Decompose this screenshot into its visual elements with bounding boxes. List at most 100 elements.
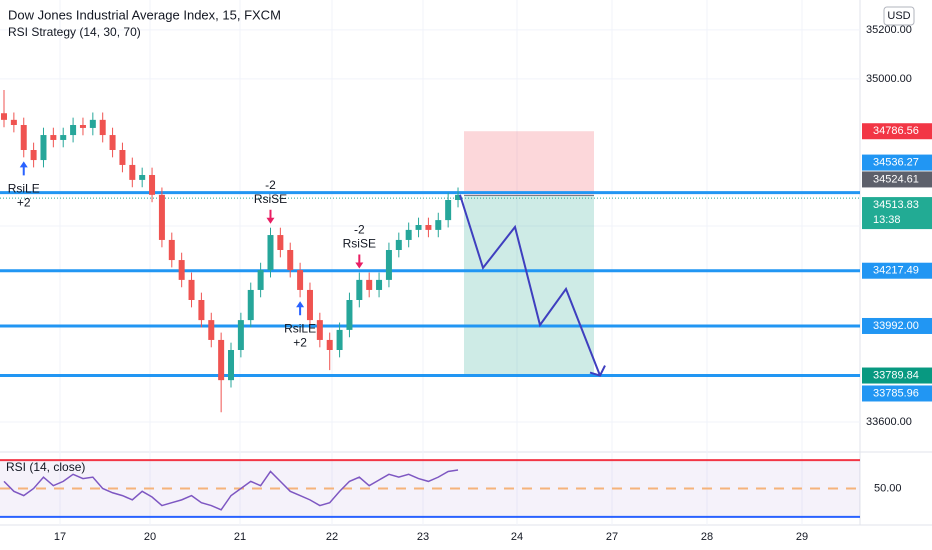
candle-body	[168, 239, 175, 261]
projection-line	[459, 194, 601, 376]
price-tag	[862, 154, 932, 171]
short-arrow	[266, 209, 275, 224]
candle-body	[198, 300, 205, 321]
candle-body	[60, 135, 67, 140]
candle-body	[336, 329, 343, 350]
candle-body	[89, 119, 96, 128]
candle-body	[287, 250, 294, 271]
signal-qty: -2	[265, 178, 276, 192]
stop-zone	[464, 131, 594, 196]
x-tick-label: 24	[511, 531, 523, 543]
price-tag	[862, 262, 932, 279]
candle-body	[158, 194, 165, 240]
candle-body	[40, 135, 47, 161]
candle-body	[385, 250, 392, 280]
projection-arrowhead	[589, 365, 606, 377]
candle-body	[139, 175, 146, 180]
candle-body	[366, 279, 373, 290]
currency: USD	[887, 10, 910, 22]
candle-body	[376, 279, 383, 290]
candle-body	[188, 279, 195, 300]
price-tag-label: 33789.84	[873, 369, 919, 381]
candle-body	[267, 235, 274, 271]
x-tick-label: 23	[417, 531, 429, 543]
y-tick-label: 33600.00	[866, 416, 912, 428]
rsi-title: RSI (14, close)	[6, 460, 85, 474]
price-tag-label: 34786.56	[873, 125, 919, 137]
price-tag-label: 33785.96	[873, 387, 919, 399]
candle-body	[247, 289, 254, 321]
price-tag	[862, 385, 932, 402]
candle-body	[306, 289, 313, 321]
price-tag	[862, 317, 932, 334]
currency-badge[interactable]	[883, 6, 915, 26]
candle-body	[50, 135, 57, 140]
candle-body	[445, 200, 452, 221]
candle-body	[405, 229, 412, 240]
candle-body	[119, 150, 126, 165]
signal-label: RsiSE	[254, 192, 287, 206]
candle-body	[30, 150, 37, 161]
price-tag	[862, 123, 932, 140]
candle-body	[326, 339, 333, 350]
y-tick-label: 35200.00	[866, 24, 912, 36]
x-tick-label: 20	[144, 531, 156, 543]
candle-body	[297, 270, 304, 290]
candle-body	[356, 279, 363, 300]
candle-body	[1, 113, 7, 120]
candle-body	[415, 225, 422, 230]
price-tag	[862, 367, 932, 384]
candle-body	[20, 125, 27, 150]
candle-body	[218, 339, 225, 381]
candle-body	[70, 125, 77, 136]
countdown: 13:38	[873, 214, 901, 226]
candle-body	[149, 175, 156, 195]
x-tick-label: 21	[234, 531, 246, 543]
candle-body	[109, 135, 116, 150]
signal-label: RsiSE	[343, 237, 376, 251]
chart-title: Dow Jones Industrial Average Index, 15, …	[8, 7, 281, 22]
price-tag-label: 34536.27	[873, 156, 919, 168]
candle-body	[10, 119, 17, 125]
candle-body	[208, 320, 215, 340]
candle-body	[277, 235, 284, 250]
candle-body	[346, 300, 353, 330]
candle-body	[425, 225, 432, 230]
price-tag-label: 33992.00	[873, 320, 919, 332]
candle-body	[395, 239, 402, 250]
candle-body	[129, 164, 136, 180]
signal-qty: -2	[354, 223, 365, 237]
price-tag	[862, 171, 932, 188]
x-tick-label: 27	[606, 531, 618, 543]
candle-body	[178, 260, 185, 280]
candle-body	[237, 320, 244, 350]
candle-body	[79, 125, 86, 128]
signal-label: RsiLE	[8, 182, 40, 196]
x-tick-label: 17	[54, 531, 66, 543]
x-tick-label: 28	[701, 531, 713, 543]
x-tick-label: 22	[326, 531, 338, 543]
signal-label: RsiLE	[284, 321, 316, 335]
candle-body	[455, 194, 462, 200]
y-tick-label: 35000.00	[866, 73, 912, 85]
long-arrow	[296, 301, 305, 316]
strategy-label: RSI Strategy (14, 30, 70)	[8, 25, 141, 39]
price-tag	[862, 197, 932, 230]
candle-body	[228, 350, 235, 381]
candle-body	[99, 119, 106, 136]
short-arrow	[355, 254, 364, 269]
candle-body	[435, 220, 442, 230]
price-tag-label: 34217.49	[873, 265, 919, 277]
rsi-line	[3, 469, 459, 511]
x-tick-label: 29	[796, 531, 808, 543]
rsi-band	[0, 460, 860, 517]
signal-qty: +2	[293, 335, 307, 349]
price-tag-label: 34524.61	[873, 173, 919, 185]
price-tag-label: 34513.83	[873, 199, 919, 211]
signal-qty: +2	[17, 196, 31, 210]
candle-body	[257, 270, 264, 290]
long-arrow	[19, 161, 28, 176]
